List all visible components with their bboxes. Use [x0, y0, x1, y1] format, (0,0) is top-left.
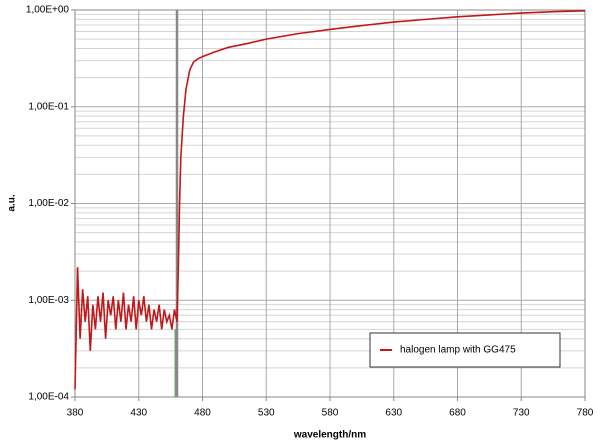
- y-tick-label: 1,00E-04: [28, 392, 69, 403]
- series-line: [74, 10, 586, 390]
- x-tick-label: 680: [449, 408, 466, 419]
- x-tick-label: 430: [130, 408, 147, 419]
- legend-label: halogen lamp with GG475: [400, 345, 516, 356]
- x-tick-label: 730: [513, 408, 530, 419]
- x-tick-label: 530: [258, 408, 275, 419]
- y-axis-label: a.u.: [7, 194, 18, 211]
- y-tick-label: 1,00E-02: [28, 198, 69, 209]
- y-tick-label: 1,00E+00: [26, 5, 70, 16]
- legend-box: [369, 332, 561, 368]
- x-tick-label: 480: [194, 408, 211, 419]
- x-axis-label: wavelength/nm: [293, 430, 366, 441]
- x-tick-label: 780: [577, 408, 594, 419]
- x-tick-label: 630: [385, 408, 402, 419]
- plot-frame: [74, 9, 586, 398]
- x-tick-label: 580: [322, 408, 339, 419]
- y-tick-label: 1,00E-01: [28, 101, 69, 112]
- x-tick-label: 380: [67, 408, 84, 419]
- y-tick-label: 1,00E-03: [28, 295, 69, 306]
